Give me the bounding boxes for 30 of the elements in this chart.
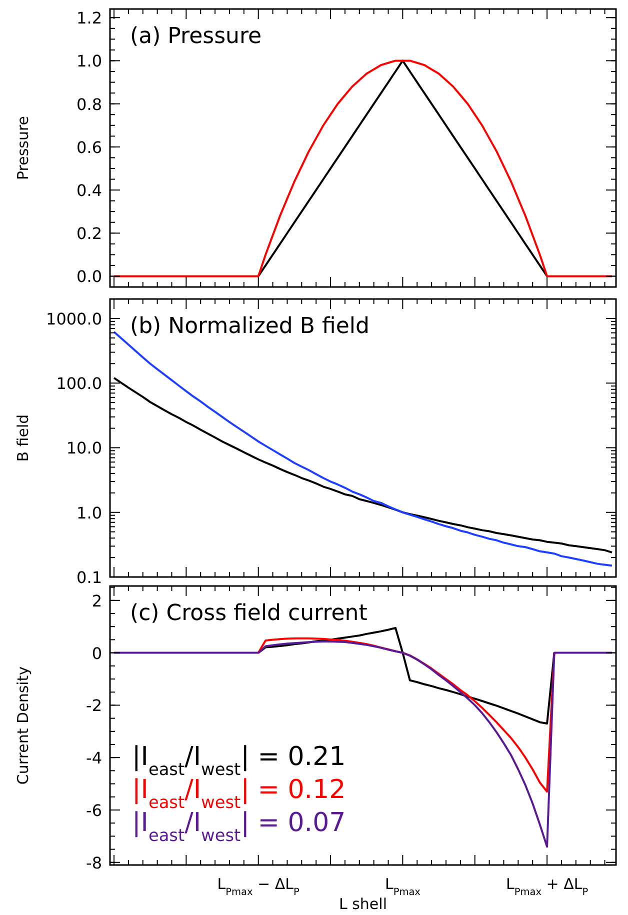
y-axis-title: B field	[14, 414, 32, 462]
y-tick-label: 1000.0	[46, 309, 102, 328]
y-tick-label: 1.0	[76, 503, 102, 522]
text: (b) Normalized B field	[130, 314, 370, 339]
y-axis-title: Pressure	[14, 116, 32, 180]
y-tick-label: -8	[86, 853, 102, 872]
y-tick-label: 0.4	[76, 181, 102, 200]
y-tick-label: 0.2	[76, 224, 102, 244]
y-tick-label: 0.1	[76, 568, 102, 587]
y-tick-label: 0.0	[76, 267, 102, 286]
x-tick-label: L$_{Pmax}$ − ΔL$_{P}$	[217, 875, 300, 898]
text: (a) Pressure	[130, 24, 262, 49]
y-tick-label: -2	[86, 696, 102, 716]
y-tick-label: 1.0	[76, 52, 102, 71]
y-tick-label: 2	[92, 591, 102, 610]
y-tick-label: 0.6	[76, 138, 102, 157]
y-tick-label: 0.8	[76, 94, 102, 114]
y-tick-label: 0	[92, 644, 102, 663]
y-tick-label: -4	[86, 748, 102, 768]
x-tick-label: L$_{Pmax}$ + ΔL$_{P}$	[506, 875, 588, 898]
y-tick-label: 100.0	[56, 374, 102, 394]
text: (c) Cross field current	[130, 601, 368, 626]
line-series	[113, 376, 613, 554]
x-axis-title: L shell	[338, 895, 388, 913]
y-axis-title: Current Density	[14, 666, 32, 785]
x-tick-label: L$_{Pmax}$	[384, 875, 421, 898]
y-tick-label: 1.2	[76, 8, 102, 28]
y-tick-label: -6	[86, 800, 102, 820]
line-series	[113, 640, 613, 848]
y-tick-label: 10.0	[66, 438, 102, 458]
